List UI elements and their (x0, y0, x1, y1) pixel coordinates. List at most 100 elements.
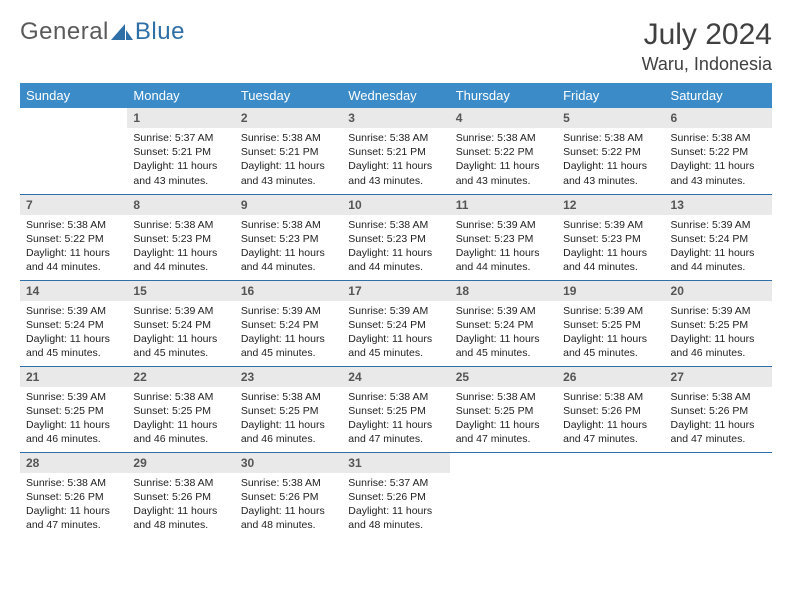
sunrise-line: Sunrise: 5:37 AM (133, 131, 228, 145)
day-number: 13 (665, 195, 772, 215)
calendar-day-cell: 5Sunrise: 5:38 AMSunset: 5:22 PMDaylight… (557, 108, 664, 194)
day-number: 6 (665, 108, 772, 128)
sunrise-line: Sunrise: 5:38 AM (241, 390, 336, 404)
daylight-line: Daylight: 11 hours and 43 minutes. (133, 159, 228, 187)
day-detail: Sunrise: 5:39 AMSunset: 5:24 PMDaylight:… (20, 301, 127, 365)
calendar-day-cell: 30Sunrise: 5:38 AMSunset: 5:26 PMDayligh… (235, 452, 342, 538)
sunset-line: Sunset: 5:25 PM (348, 404, 443, 418)
calendar-day-cell: 6Sunrise: 5:38 AMSunset: 5:22 PMDaylight… (665, 108, 772, 194)
calendar-day-cell: 12Sunrise: 5:39 AMSunset: 5:23 PMDayligh… (557, 194, 664, 280)
weekday-header-row: Sunday Monday Tuesday Wednesday Thursday… (20, 83, 772, 108)
calendar-day-cell (557, 452, 664, 538)
sunrise-line: Sunrise: 5:39 AM (133, 304, 228, 318)
day-detail: Sunrise: 5:38 AMSunset: 5:21 PMDaylight:… (235, 128, 342, 192)
day-detail: Sunrise: 5:38 AMSunset: 5:25 PMDaylight:… (127, 387, 234, 451)
calendar-page: General Blue July 2024 Waru, Indonesia S… (0, 0, 792, 548)
calendar-day-cell (665, 452, 772, 538)
day-number: 10 (342, 195, 449, 215)
day-detail: Sunrise: 5:38 AMSunset: 5:25 PMDaylight:… (450, 387, 557, 451)
day-detail: Sunrise: 5:39 AMSunset: 5:25 PMDaylight:… (665, 301, 772, 365)
sunrise-line: Sunrise: 5:39 AM (671, 304, 766, 318)
day-number: 11 (450, 195, 557, 215)
daylight-line: Daylight: 11 hours and 44 minutes. (671, 246, 766, 274)
sunset-line: Sunset: 5:24 PM (348, 318, 443, 332)
day-number: 23 (235, 367, 342, 387)
day-number: 5 (557, 108, 664, 128)
sunset-line: Sunset: 5:24 PM (26, 318, 121, 332)
daylight-line: Daylight: 11 hours and 46 minutes. (133, 418, 228, 446)
sunrise-line: Sunrise: 5:38 AM (133, 476, 228, 490)
sunrise-line: Sunrise: 5:39 AM (241, 304, 336, 318)
sunset-line: Sunset: 5:26 PM (563, 404, 658, 418)
daylight-line: Daylight: 11 hours and 47 minutes. (26, 504, 121, 532)
weekday-header: Monday (127, 83, 234, 108)
calendar-day-cell: 13Sunrise: 5:39 AMSunset: 5:24 PMDayligh… (665, 194, 772, 280)
sunset-line: Sunset: 5:24 PM (133, 318, 228, 332)
logo-text-2: Blue (135, 18, 185, 46)
logo-text-1: General (20, 18, 109, 46)
sunset-line: Sunset: 5:25 PM (563, 318, 658, 332)
calendar-day-cell: 19Sunrise: 5:39 AMSunset: 5:25 PMDayligh… (557, 280, 664, 366)
calendar-day-cell: 21Sunrise: 5:39 AMSunset: 5:25 PMDayligh… (20, 366, 127, 452)
sunrise-line: Sunrise: 5:38 AM (348, 131, 443, 145)
sunset-line: Sunset: 5:23 PM (241, 232, 336, 246)
calendar-day-cell: 24Sunrise: 5:38 AMSunset: 5:25 PMDayligh… (342, 366, 449, 452)
calendar-day-cell: 8Sunrise: 5:38 AMSunset: 5:23 PMDaylight… (127, 194, 234, 280)
sunrise-line: Sunrise: 5:39 AM (348, 304, 443, 318)
day-number: 7 (20, 195, 127, 215)
sunset-line: Sunset: 5:21 PM (348, 145, 443, 159)
sunset-line: Sunset: 5:26 PM (671, 404, 766, 418)
sunset-line: Sunset: 5:21 PM (133, 145, 228, 159)
sunrise-line: Sunrise: 5:39 AM (563, 218, 658, 232)
calendar-day-cell: 31Sunrise: 5:37 AMSunset: 5:26 PMDayligh… (342, 452, 449, 538)
sunset-line: Sunset: 5:23 PM (133, 232, 228, 246)
sunset-line: Sunset: 5:23 PM (563, 232, 658, 246)
day-number: 12 (557, 195, 664, 215)
calendar-day-cell: 26Sunrise: 5:38 AMSunset: 5:26 PMDayligh… (557, 366, 664, 452)
day-number: 18 (450, 281, 557, 301)
sunset-line: Sunset: 5:26 PM (348, 490, 443, 504)
calendar-day-cell: 17Sunrise: 5:39 AMSunset: 5:24 PMDayligh… (342, 280, 449, 366)
daylight-line: Daylight: 11 hours and 44 minutes. (241, 246, 336, 274)
day-number: 22 (127, 367, 234, 387)
calendar-day-cell: 7Sunrise: 5:38 AMSunset: 5:22 PMDaylight… (20, 194, 127, 280)
day-detail: Sunrise: 5:38 AMSunset: 5:26 PMDaylight:… (20, 473, 127, 537)
brand-logo: General Blue (20, 18, 185, 46)
day-detail: Sunrise: 5:38 AMSunset: 5:26 PMDaylight:… (665, 387, 772, 451)
calendar-day-cell: 15Sunrise: 5:39 AMSunset: 5:24 PMDayligh… (127, 280, 234, 366)
sunrise-line: Sunrise: 5:38 AM (133, 218, 228, 232)
day-detail: Sunrise: 5:39 AMSunset: 5:23 PMDaylight:… (557, 215, 664, 279)
sunrise-line: Sunrise: 5:38 AM (348, 218, 443, 232)
sunrise-line: Sunrise: 5:39 AM (563, 304, 658, 318)
day-detail: Sunrise: 5:37 AMSunset: 5:21 PMDaylight:… (127, 128, 234, 192)
day-detail: Sunrise: 5:39 AMSunset: 5:24 PMDaylight:… (235, 301, 342, 365)
sunrise-line: Sunrise: 5:38 AM (563, 131, 658, 145)
daylight-line: Daylight: 11 hours and 48 minutes. (133, 504, 228, 532)
day-detail: Sunrise: 5:37 AMSunset: 5:26 PMDaylight:… (342, 473, 449, 537)
calendar-week-row: 1Sunrise: 5:37 AMSunset: 5:21 PMDaylight… (20, 108, 772, 194)
day-number: 1 (127, 108, 234, 128)
sunrise-line: Sunrise: 5:38 AM (241, 218, 336, 232)
sunset-line: Sunset: 5:25 PM (241, 404, 336, 418)
sunset-line: Sunset: 5:23 PM (348, 232, 443, 246)
calendar-day-cell: 25Sunrise: 5:38 AMSunset: 5:25 PMDayligh… (450, 366, 557, 452)
calendar-day-cell: 1Sunrise: 5:37 AMSunset: 5:21 PMDaylight… (127, 108, 234, 194)
sunrise-line: Sunrise: 5:38 AM (133, 390, 228, 404)
month-year-title: July 2024 (642, 18, 772, 52)
daylight-line: Daylight: 11 hours and 43 minutes. (456, 159, 551, 187)
sunset-line: Sunset: 5:26 PM (241, 490, 336, 504)
calendar-day-cell: 28Sunrise: 5:38 AMSunset: 5:26 PMDayligh… (20, 452, 127, 538)
sunrise-line: Sunrise: 5:38 AM (26, 476, 121, 490)
day-number: 31 (342, 453, 449, 473)
daylight-line: Daylight: 11 hours and 45 minutes. (241, 332, 336, 360)
sunset-line: Sunset: 5:24 PM (241, 318, 336, 332)
daylight-line: Daylight: 11 hours and 46 minutes. (241, 418, 336, 446)
sunset-line: Sunset: 5:22 PM (456, 145, 551, 159)
sunset-line: Sunset: 5:26 PM (133, 490, 228, 504)
sunset-line: Sunset: 5:24 PM (456, 318, 551, 332)
calendar-week-row: 28Sunrise: 5:38 AMSunset: 5:26 PMDayligh… (20, 452, 772, 538)
sunset-line: Sunset: 5:23 PM (456, 232, 551, 246)
day-detail: Sunrise: 5:39 AMSunset: 5:25 PMDaylight:… (20, 387, 127, 451)
day-detail: Sunrise: 5:39 AMSunset: 5:24 PMDaylight:… (342, 301, 449, 365)
calendar-week-row: 21Sunrise: 5:39 AMSunset: 5:25 PMDayligh… (20, 366, 772, 452)
